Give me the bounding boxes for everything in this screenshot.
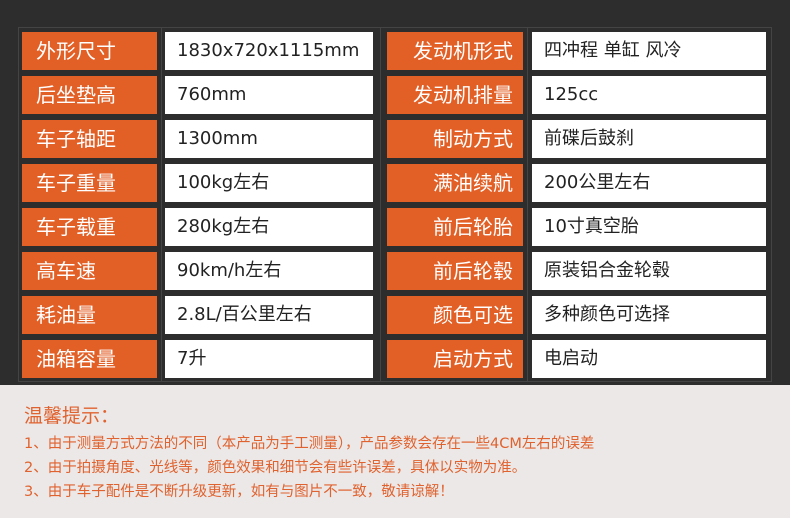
spec-label: 车子载重	[22, 208, 157, 246]
spec-label: 耗油量	[22, 296, 157, 334]
notes-section: 温馨提示： 1、由于测量方式方法的不同（本产品为手工测量），产品参数会存在一些4…	[24, 401, 594, 504]
spec-label: 车子轴距	[22, 120, 157, 158]
divider	[380, 27, 381, 382]
spec-label: 满油续航	[387, 164, 523, 202]
note-line: 3、由于车子配件是不断升级更新，如有与图片不一致，敬请谅解！	[24, 484, 454, 500]
spec-label: 高车速	[22, 252, 157, 290]
divider	[527, 27, 528, 382]
spec-label: 发动机形式	[387, 32, 523, 70]
spec-value: 100kg左右	[165, 164, 373, 202]
spec-value: 280kg左右	[165, 208, 373, 246]
spec-table-border	[18, 27, 772, 382]
spec-value: 90km/h左右	[165, 252, 373, 290]
spec-value: 10寸真空胎	[532, 208, 766, 246]
spec-label: 后坐垫高	[22, 76, 157, 114]
spec-label: 外形尺寸	[22, 32, 157, 70]
spec-value: 125cc	[532, 76, 766, 114]
spec-value: 200公里左右	[532, 164, 766, 202]
spec-value: 1300mm	[165, 120, 373, 158]
spec-label: 油箱容量	[22, 340, 157, 378]
spec-label: 发动机排量	[387, 76, 523, 114]
divider	[161, 27, 162, 382]
note-line: 1、由于测量方式方法的不同（本产品为手工测量），产品参数会存在一些4CM左右的误…	[24, 436, 595, 452]
spec-value: 电启动	[532, 340, 766, 378]
spec-value: 2.8L/百公里左右	[165, 296, 373, 334]
spec-label: 启动方式	[387, 340, 523, 378]
spec-value: 四冲程 单缸 风冷	[532, 32, 766, 70]
spec-value: 原装铝合金轮毂	[532, 252, 766, 290]
notes-title: 温馨提示：	[24, 405, 120, 427]
spec-label: 前后轮毂	[387, 252, 523, 290]
spec-label: 车子重量	[22, 164, 157, 202]
spec-table-panel: 外形尺寸 1830x720x1115mm 发动机形式 四冲程 单缸 风冷后坐垫高 760…	[0, 0, 790, 385]
spec-value: 1830x720x1115mm	[165, 32, 373, 70]
spec-value: 前碟后鼓刹	[532, 120, 766, 158]
note-line: 2、由于拍摄角度、光线等，颜色效果和细节会有些许误差，具体以实物为准。	[24, 460, 527, 476]
spec-value: 7升	[165, 340, 373, 378]
spec-label: 前后轮胎	[387, 208, 523, 246]
spec-value: 多种颜色可选择	[532, 296, 766, 334]
spec-value: 760mm	[165, 76, 373, 114]
spec-label: 制动方式	[387, 120, 523, 158]
spec-label: 颜色可选	[387, 296, 523, 334]
